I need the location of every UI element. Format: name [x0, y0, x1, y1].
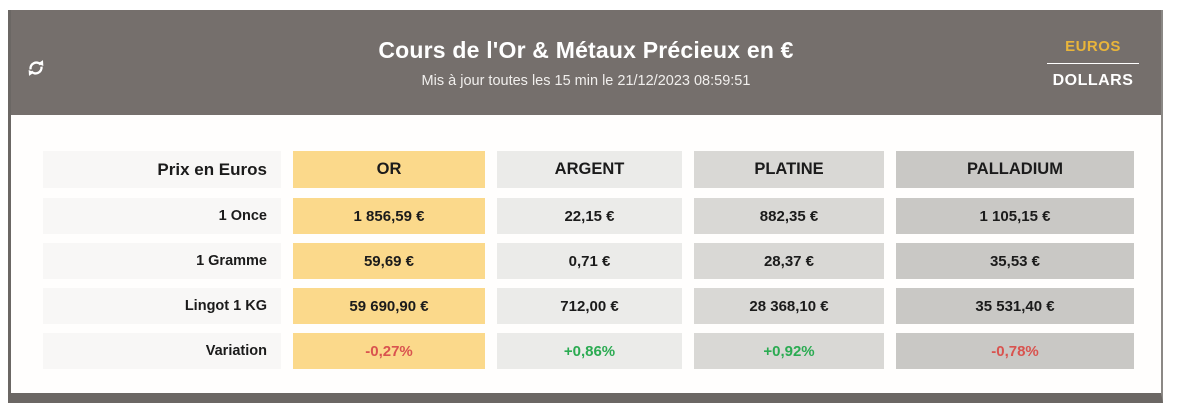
variation-or: -0,27%	[293, 333, 485, 369]
price-platine-lingot: 28 368,10 €	[694, 288, 884, 324]
refresh-button[interactable]	[21, 54, 51, 84]
gold-price-widget: Cours de l'Or & Métaux Précieux en € Mis…	[8, 10, 1163, 403]
page-title: Cours de l'Or & Métaux Précieux en €	[378, 36, 794, 63]
variation-argent: +0,86%	[497, 333, 682, 369]
price-platine-once: 882,35 €	[694, 198, 884, 234]
table-row-variation: Variation -0,27% +0,86% +0,92% -0,78%	[43, 333, 1161, 369]
table-row-lingot: Lingot 1 KG 59 690,90 € 712,00 € 28 368,…	[43, 288, 1161, 324]
column-header-argent: ARGENT	[497, 151, 682, 188]
currency-toggle: EUROS DOLLARS	[1047, 38, 1139, 90]
table-row-once: 1 Once 1 856,59 € 22,15 € 882,35 € 1 105…	[43, 198, 1161, 234]
price-argent-lingot: 712,00 €	[497, 288, 682, 324]
column-header-platine: PLATINE	[694, 151, 884, 188]
row-label: Lingot 1 KG	[43, 288, 281, 324]
currency-dollars-button[interactable]: DOLLARS	[1047, 64, 1139, 90]
table-header-row: Prix en Euros OR ARGENT PLATINE PALLADIU…	[43, 151, 1161, 188]
row-label: Variation	[43, 333, 281, 369]
price-platine-gramme: 28,37 €	[694, 243, 884, 279]
row-label: 1 Gramme	[43, 243, 281, 279]
variation-platine: +0,92%	[694, 333, 884, 369]
corner-header: Prix en Euros	[43, 151, 281, 188]
price-argent-once: 22,15 €	[497, 198, 682, 234]
row-label: 1 Once	[43, 198, 281, 234]
prices-table: Prix en Euros OR ARGENT PLATINE PALLADIU…	[11, 115, 1161, 393]
price-or-lingot: 59 690,90 €	[293, 288, 485, 324]
price-or-once: 1 856,59 €	[293, 198, 485, 234]
price-palladium-lingot: 35 531,40 €	[896, 288, 1134, 324]
price-argent-gramme: 0,71 €	[497, 243, 682, 279]
price-palladium-gramme: 35,53 €	[896, 243, 1134, 279]
currency-euros-button[interactable]: EUROS	[1047, 38, 1139, 64]
refresh-icon	[25, 57, 47, 82]
widget-header: Cours de l'Or & Métaux Précieux en € Mis…	[11, 10, 1161, 115]
variation-palladium: -0,78%	[896, 333, 1134, 369]
price-palladium-once: 1 105,15 €	[896, 198, 1134, 234]
price-or-gramme: 59,69 €	[293, 243, 485, 279]
table-row-gramme: 1 Gramme 59,69 € 0,71 € 28,37 € 35,53 €	[43, 243, 1161, 279]
last-updated-text: Mis à jour toutes les 15 min le 21/12/20…	[421, 72, 751, 89]
column-header-palladium: PALLADIUM	[896, 151, 1134, 188]
column-header-or: OR	[293, 151, 485, 188]
